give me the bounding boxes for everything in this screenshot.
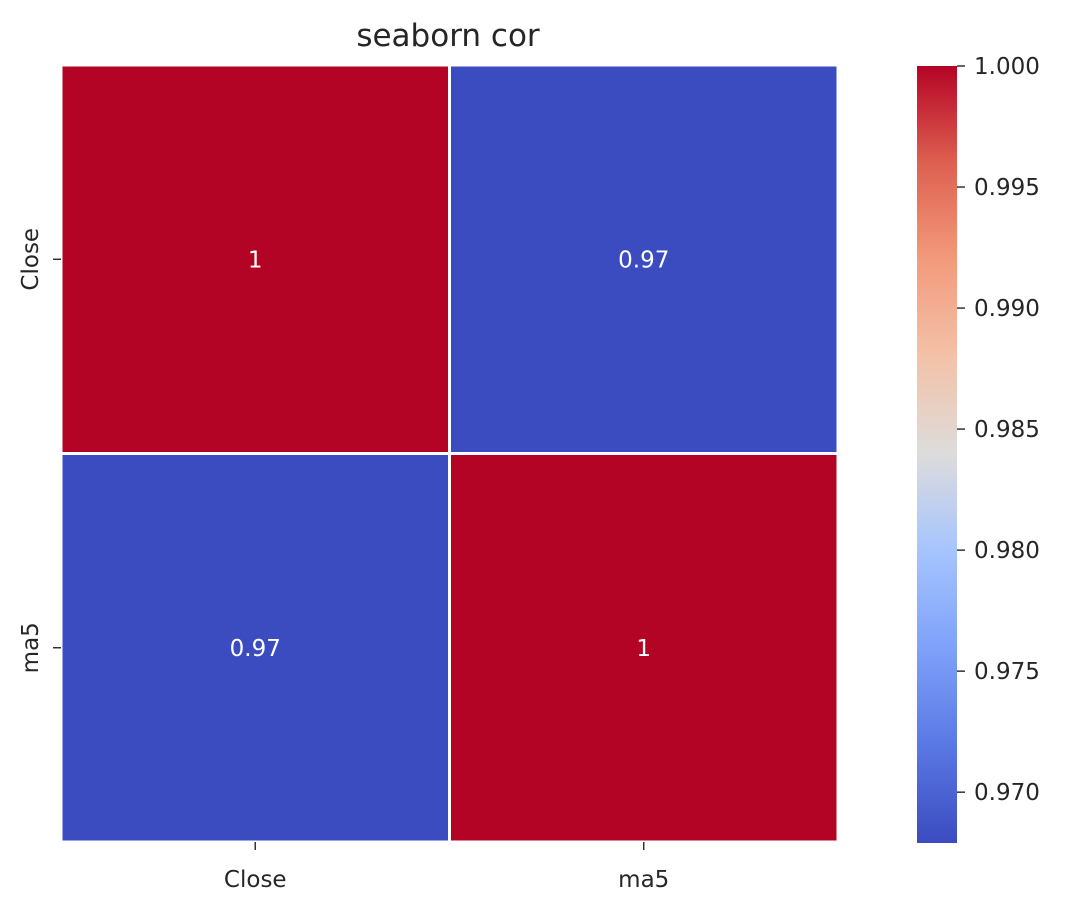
colorbar: 0.970 0.975 0.980 0.985 0.990 0.995 1.000	[917, 54, 1040, 843]
colorbar-tick-label: 0.995	[974, 175, 1040, 201]
heatmap-cell	[59, 63, 451, 455]
heatmap-cells: 1 0.97 0.97 1	[59, 63, 840, 844]
colorbar-tick-label: 0.975	[974, 659, 1040, 685]
chart-title: seaborn cor	[356, 18, 540, 54]
cell-annotation: 0.97	[230, 636, 281, 662]
colorbar-tick-label: 0.980	[974, 538, 1040, 564]
y-tick-label: Close	[18, 228, 44, 291]
x-tick-label: Close	[224, 867, 287, 893]
heatmap-cell	[59, 452, 451, 844]
heatmap-cell	[448, 63, 840, 455]
cell-annotation: 0.97	[618, 247, 669, 273]
colorbar-tick-label: 0.990	[974, 296, 1040, 322]
x-tick-label: ma5	[618, 867, 669, 893]
y-tick-label: ma5	[18, 622, 44, 673]
cell-annotation: 1	[636, 636, 651, 662]
colorbar-tick-label: 0.985	[974, 417, 1040, 443]
x-axis: Close ma5	[224, 842, 669, 893]
y-axis: Close ma5	[18, 228, 61, 673]
colorbar-tick-label: 0.970	[974, 780, 1040, 806]
heatmap-cell	[448, 452, 840, 844]
colorbar-tick-label: 1.000	[974, 54, 1040, 80]
cell-annotation: 1	[248, 247, 263, 273]
colorbar-gradient	[917, 66, 957, 843]
